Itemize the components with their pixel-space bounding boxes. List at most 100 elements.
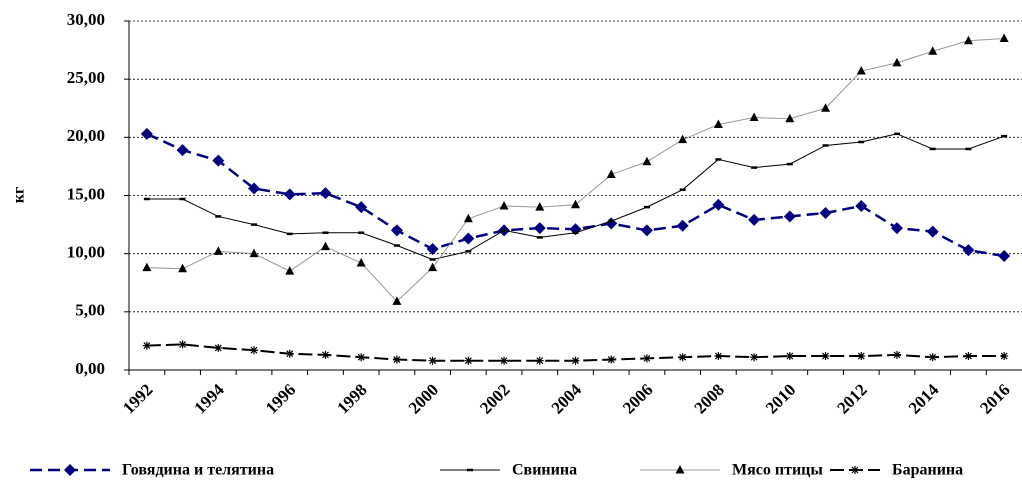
legend-marker	[64, 464, 76, 476]
x-tick-label: 2010	[762, 380, 799, 417]
x-tick-label: 2016	[976, 380, 1013, 417]
data-point	[855, 199, 868, 212]
data-point	[750, 353, 759, 362]
data-point	[999, 33, 1009, 42]
x-tick-label: 1998	[333, 380, 370, 417]
data-point	[606, 169, 616, 179]
data-point	[998, 249, 1011, 262]
x-tick-label: 2012	[833, 380, 870, 417]
x-tick-label: 2002	[476, 380, 513, 417]
data-point	[176, 144, 189, 157]
series-line	[146, 37, 1005, 303]
data-point	[856, 66, 866, 75]
data-point	[285, 349, 294, 358]
data-point	[392, 355, 401, 364]
data-point	[714, 352, 723, 361]
data-point	[676, 219, 689, 232]
data-point	[928, 46, 938, 55]
data-point	[785, 352, 794, 361]
x-tick-label: 2008	[690, 380, 727, 417]
data-point	[356, 257, 366, 267]
data-point	[213, 246, 223, 255]
data-point	[285, 266, 295, 275]
legend-marker	[675, 465, 685, 474]
data-point	[821, 352, 830, 361]
data-point	[178, 340, 187, 349]
data-point	[462, 232, 475, 245]
data-point	[748, 213, 761, 226]
data-point	[892, 350, 901, 359]
data-point	[357, 353, 366, 362]
y-tick-label: 5,00	[75, 301, 105, 320]
data-point	[283, 188, 296, 201]
legend-label: Мясо птицы	[732, 462, 823, 479]
data-point	[857, 352, 866, 361]
data-point	[821, 103, 831, 112]
data-point	[214, 343, 223, 352]
data-point	[926, 225, 939, 238]
data-point	[319, 187, 332, 200]
data-point	[140, 127, 153, 140]
data-point	[785, 113, 795, 123]
data-point	[321, 350, 330, 359]
data-point	[713, 119, 723, 129]
x-tick-label: 1994	[190, 380, 228, 418]
y-tick-label: 10,00	[67, 243, 105, 262]
data-point	[892, 57, 902, 67]
data-point	[963, 35, 973, 45]
data-point	[964, 352, 973, 361]
data-point	[640, 224, 653, 237]
data-point	[783, 210, 796, 223]
data-point	[426, 243, 439, 256]
data-point	[178, 263, 188, 273]
data-point	[535, 202, 545, 211]
data-point	[535, 356, 544, 365]
legend-label: Говядина и телятина	[122, 462, 274, 479]
data-point	[962, 244, 975, 257]
data-point	[571, 356, 580, 365]
data-point	[250, 346, 259, 355]
data-point	[712, 198, 725, 211]
series-line	[146, 132, 1005, 258]
data-point	[749, 112, 759, 122]
data-point	[249, 248, 259, 258]
x-tick-label: 2006	[619, 380, 656, 417]
data-point	[533, 222, 546, 235]
data-point	[819, 206, 832, 219]
y-tick-label: 30,00	[67, 10, 105, 29]
data-point	[571, 199, 580, 209]
data-point	[142, 341, 151, 350]
data-point	[928, 353, 937, 362]
data-point	[392, 296, 402, 305]
y-tick-label: 15,00	[67, 184, 105, 203]
x-tick-label: 2004	[548, 380, 586, 418]
legend-label: Баранина	[892, 462, 963, 479]
data-point	[464, 356, 473, 365]
data-point	[1000, 352, 1009, 361]
legend-label: Свинина	[512, 462, 577, 479]
data-point	[499, 200, 509, 210]
x-tick-label: 2014	[905, 380, 943, 418]
data-point	[248, 182, 261, 195]
data-point	[355, 201, 368, 214]
legend-marker	[851, 466, 859, 474]
series-line	[146, 133, 1005, 261]
y-tick-label: 25,00	[67, 68, 105, 87]
data-point	[320, 241, 330, 251]
data-point	[678, 134, 688, 144]
y-axis-label: кг	[11, 187, 28, 203]
data-point	[463, 213, 473, 223]
data-point	[390, 224, 403, 237]
data-point	[428, 262, 438, 272]
y-tick-label: 0,00	[75, 359, 105, 378]
data-point	[642, 354, 651, 363]
data-point	[642, 156, 652, 166]
data-point	[142, 262, 152, 272]
x-tick-label: 1992	[119, 380, 156, 417]
data-point	[890, 222, 903, 235]
data-point	[428, 356, 437, 365]
data-point	[500, 356, 509, 365]
data-point	[607, 355, 616, 364]
x-tick-label: 2000	[405, 380, 442, 417]
